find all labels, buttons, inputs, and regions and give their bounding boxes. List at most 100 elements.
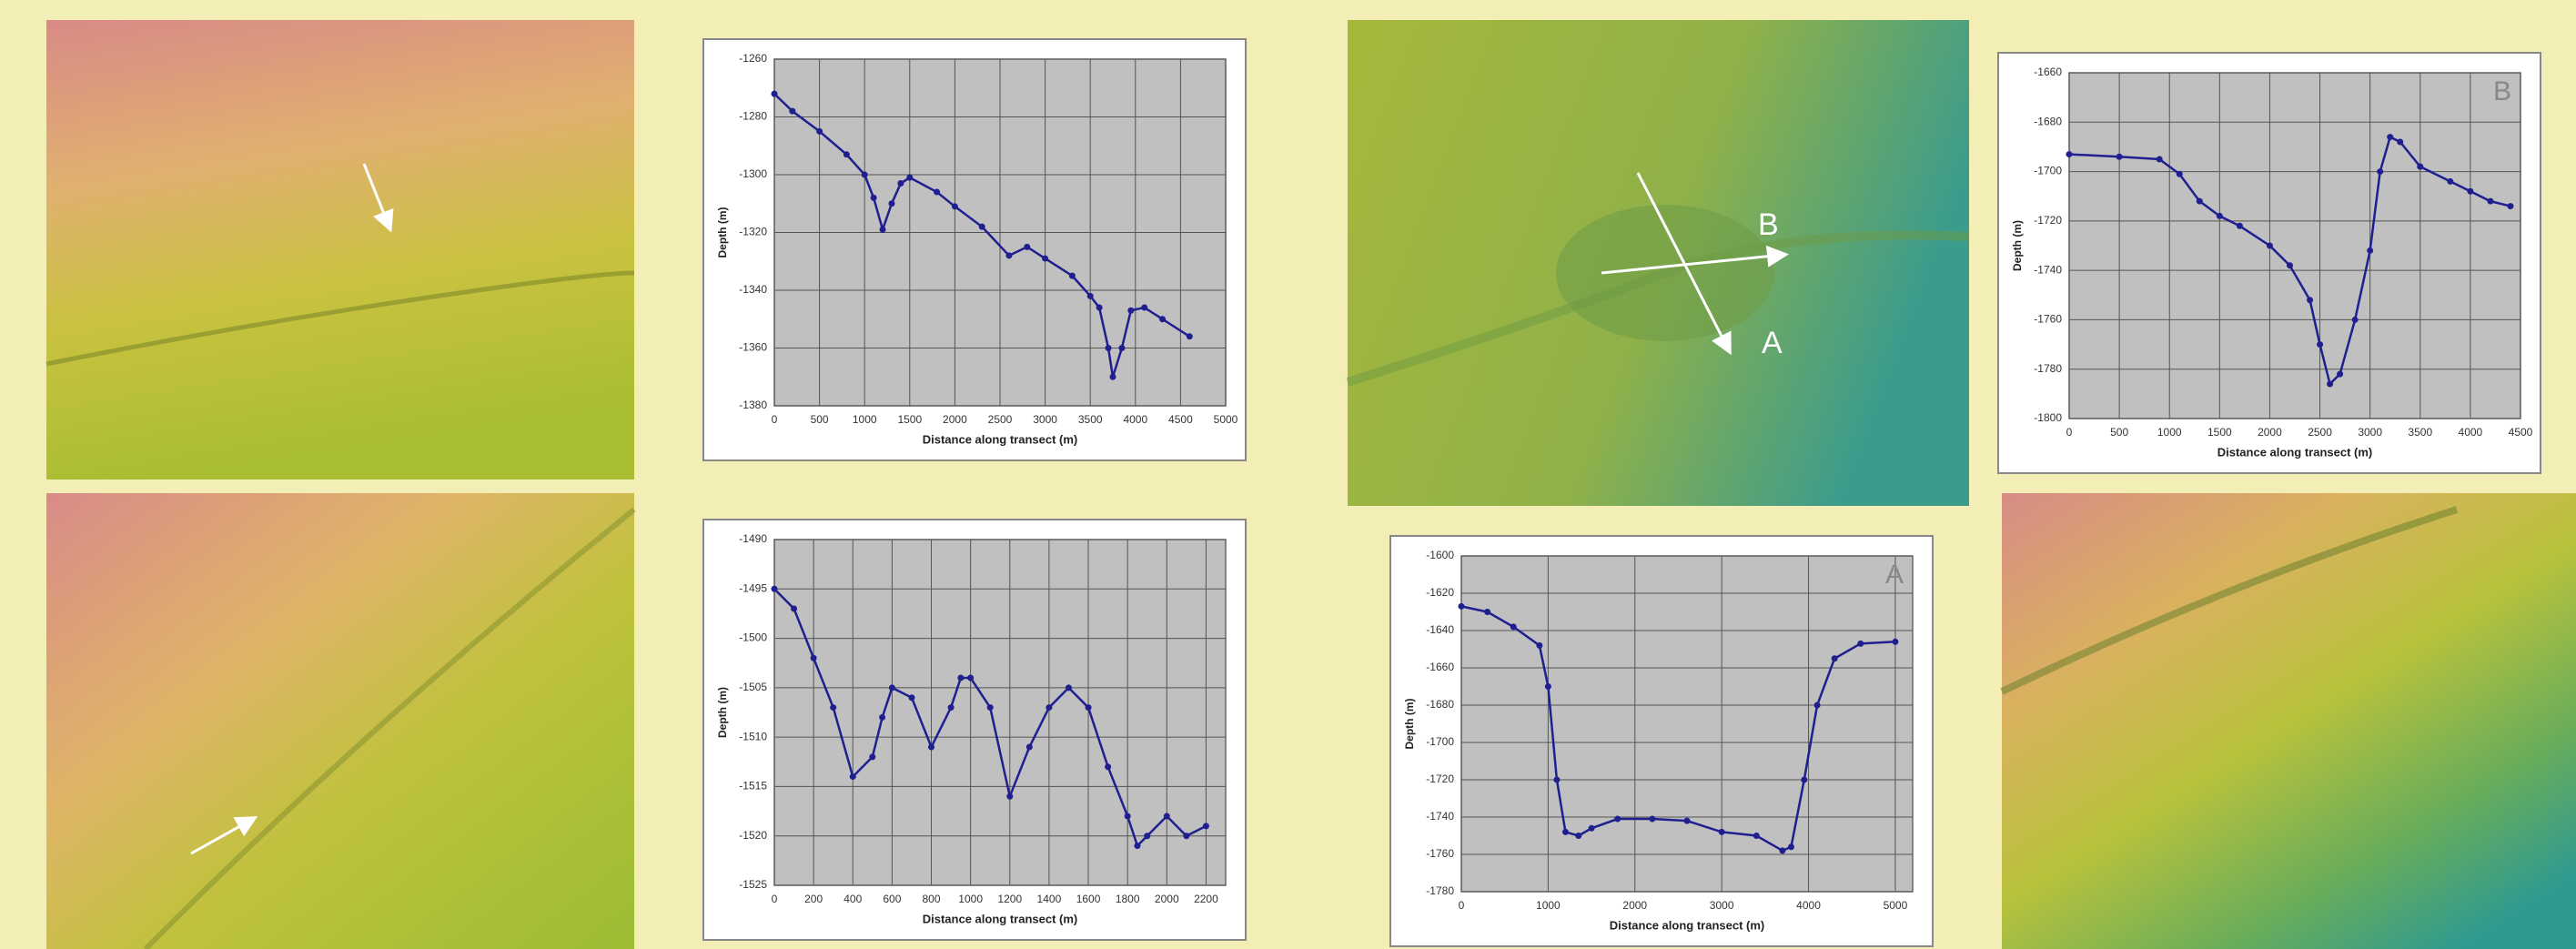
data-point: [2367, 247, 2374, 254]
x-tick-label: 5000: [1884, 899, 1908, 912]
x-tick-label: 2000: [943, 413, 967, 426]
y-tick-label: -1620: [1426, 586, 1454, 599]
y-tick-label: -1600: [1426, 549, 1454, 561]
data-point: [934, 188, 941, 196]
data-point: [861, 171, 868, 178]
y-tick-label: -1700: [1426, 735, 1454, 748]
x-tick-label: 1800: [1116, 893, 1140, 905]
terrain-image: [1346, 20, 1970, 506]
image-label: B: [1758, 207, 1779, 242]
data-point: [947, 704, 955, 712]
x-tick-label: 1000: [958, 893, 983, 905]
data-point: [906, 174, 914, 181]
x-tick-label: 1000: [2157, 426, 2182, 439]
x-tick-label: 500: [2110, 426, 2128, 439]
x-axis-label: Distance along transect (m): [2217, 445, 2373, 459]
x-tick-label: 1500: [897, 413, 922, 426]
data-point: [2507, 203, 2514, 210]
data-point: [1857, 640, 1864, 647]
y-tick-label: -1760: [2034, 313, 2062, 326]
y-tick-label: -1740: [1426, 810, 1454, 823]
y-tick-label: -1320: [739, 226, 767, 238]
x-tick-label: 4000: [1796, 899, 1821, 912]
y-tick-label: -1380: [739, 399, 767, 411]
x-tick-label: 3500: [1078, 413, 1103, 426]
x-tick-label: 2000: [1622, 899, 1647, 912]
y-tick-label: -1680: [1426, 698, 1454, 711]
y-tick-label: -1660: [1426, 661, 1454, 673]
chart-annotation: B: [2493, 76, 2511, 106]
x-tick-label: 0: [1459, 899, 1465, 912]
data-point: [1105, 345, 1112, 351]
y-tick-label: -1495: [739, 581, 767, 594]
data-point: [1105, 763, 1112, 771]
y-tick-label: -1720: [1426, 772, 1454, 785]
terrain-image: [45, 20, 635, 480]
data-point: [1575, 833, 1582, 839]
data-point: [810, 654, 817, 661]
data-point: [2387, 134, 2394, 141]
x-tick-label: 4000: [2459, 426, 2483, 439]
data-point: [843, 151, 850, 158]
data-point: [2266, 242, 2273, 249]
data-point: [1649, 815, 1656, 823]
data-point: [2377, 168, 2384, 176]
x-tick-label: 1600: [1076, 893, 1101, 905]
data-point: [2156, 156, 2163, 163]
data-point: [1588, 824, 1595, 832]
data-point: [1005, 252, 1013, 259]
data-point: [771, 90, 778, 97]
data-point: [816, 127, 823, 135]
x-axis-label: Distance along transect (m): [1610, 918, 1765, 932]
data-line: [773, 93, 1190, 378]
data-point: [951, 203, 958, 210]
data-point: [978, 223, 985, 230]
data-point: [1202, 823, 1209, 830]
data-point: [1186, 333, 1193, 340]
data-point: [1614, 815, 1621, 823]
data-point: [1134, 843, 1141, 850]
x-tick-label: 1200: [997, 893, 1022, 905]
data-point: [1536, 641, 1543, 649]
terrain-image: [2000, 493, 2576, 949]
x-tick-label: 2500: [2308, 426, 2332, 439]
data-point: [849, 773, 856, 781]
data-point: [1144, 833, 1151, 840]
y-tick-label: -1520: [739, 829, 767, 842]
data-point: [1024, 243, 1031, 250]
x-axis-label: Distance along transect (m): [923, 432, 1078, 446]
x-tick-label: 500: [811, 413, 829, 426]
data-point: [1813, 702, 1821, 709]
data-point: [1068, 272, 1076, 279]
data-point: [869, 753, 876, 761]
data-point: [1544, 683, 1551, 690]
y-tick-label: -1740: [2034, 263, 2062, 276]
x-tick-label: 3500: [2408, 426, 2432, 439]
x-tick-label: 4000: [1123, 413, 1147, 426]
y-tick-label: -1780: [1426, 884, 1454, 897]
data-point: [2337, 370, 2344, 378]
y-tick-label: -1680: [2034, 115, 2062, 127]
data-point: [2116, 153, 2123, 160]
image-label: A: [1762, 326, 1783, 360]
data-point: [967, 674, 975, 681]
data-point: [1753, 833, 1760, 839]
data-point: [897, 180, 904, 187]
y-axis-label: Depth (m): [1403, 699, 1416, 750]
x-tick-label: 2200: [1194, 893, 1218, 905]
data-point: [1109, 373, 1116, 380]
x-tick-label: 1400: [1037, 893, 1062, 905]
x-tick-label: 0: [772, 893, 778, 905]
y-tick-label: -1505: [739, 681, 767, 693]
data-point: [2216, 212, 2223, 219]
data-point: [1831, 655, 1838, 662]
data-point: [870, 194, 877, 201]
y-tick-label: -1720: [2034, 214, 2062, 227]
terrain-image: [46, 493, 636, 949]
data-point: [1553, 776, 1561, 783]
x-axis-label: Distance along transect (m): [923, 912, 1078, 925]
data-point: [789, 107, 796, 115]
y-tick-label: -1510: [739, 730, 767, 742]
data-point: [1183, 833, 1190, 840]
data-point: [2467, 187, 2474, 195]
